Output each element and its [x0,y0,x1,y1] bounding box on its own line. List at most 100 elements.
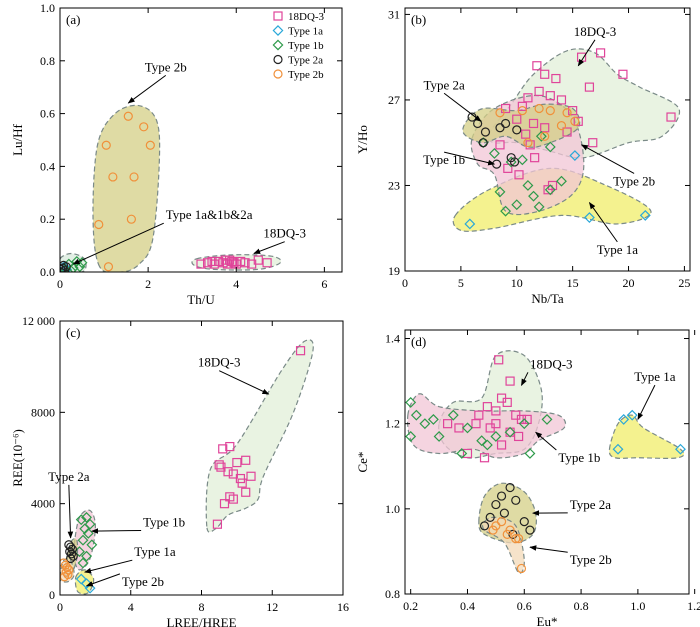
data-point [485,512,495,522]
data-point [491,419,501,429]
legend: 18DQ-3 Type 1a Type 1b Type 2a Type 2b [272,11,325,81]
data-point [295,346,306,356]
data-point [196,259,206,269]
data-point [612,443,624,455]
annotation-arrow [535,431,557,451]
legend-marker [272,39,284,51]
y-tick-label: 4000 [31,497,55,511]
data-points [60,111,272,272]
panel-label: (d) [411,334,426,349]
data-point [523,93,533,103]
data-point [528,190,539,202]
annotation-arrow [580,144,635,174]
data-point [517,106,527,116]
data-point [544,184,556,196]
annotation-label: Type 2b [570,552,612,567]
annotation-label: Type 1a [597,242,639,257]
data-point [462,422,473,434]
data-point [129,172,139,182]
y-axis-label: REE(10⁻⁶) [10,429,25,487]
field-regions [60,339,314,595]
data-point [541,413,553,425]
data-point [66,553,76,564]
data-point [456,448,468,459]
field-regions [406,350,685,574]
data-point [494,355,504,365]
data-point [212,519,223,529]
data-point [77,557,89,569]
data-point [496,440,507,450]
data-point [479,521,490,531]
x-axis-label: Th/U [187,292,215,307]
field-region [92,104,161,272]
data-point [66,549,77,559]
x-tick-label: 25 [678,276,690,290]
data-point [544,141,556,153]
data-point [81,550,92,562]
data-point [241,487,251,497]
annotation-arrow [127,74,167,104]
annotation-arrow [218,370,270,395]
annotation-label: Type 2b [122,574,164,589]
data-point [478,138,488,148]
data-point [123,111,133,121]
annotation-label: Type 2b [613,173,655,188]
annotation-label: Type 2b [145,59,187,74]
field-region [205,339,314,533]
data-point [511,495,521,505]
annotation-arrow [85,573,121,587]
plot-frame [404,329,690,595]
annotation-label: 18DQ-3 [574,24,617,39]
legend-marker [273,11,283,21]
data-point [511,199,523,211]
y-tick-label: 23 [388,178,400,192]
annotation-arrow [72,222,164,265]
annotation-label: Type 1b [423,152,465,167]
x-tick-label: 0.4 [460,599,475,613]
x-tick-label: 0.8 [574,599,589,613]
data-point [145,140,155,150]
data-point [516,563,527,574]
data-point [532,61,542,71]
legend-marker [273,54,283,65]
legend-entry: Type 2b [288,69,324,81]
data-point [525,140,535,150]
data-point [675,443,686,455]
data-point [481,439,493,451]
data-point [237,478,247,488]
data-point [535,130,547,142]
data-point [241,455,251,465]
x-tick-label: 5 [458,276,464,290]
data-point [583,212,595,223]
data-point [505,376,515,386]
data-point [666,112,676,122]
annotation-label: Type 2a [570,497,612,512]
data-point [488,525,498,535]
data-point [500,205,512,217]
plot-frame [404,7,691,272]
annotation-arrow [67,484,74,539]
data-point [405,396,417,408]
data-point [513,534,524,544]
data-point [534,103,544,114]
data-point [528,118,539,129]
data-point [228,494,238,504]
data-point [500,118,511,129]
annotation-label: Type 2a [423,77,465,92]
annotation-label: Type 1b [558,450,600,465]
x-tick-label: 2 [145,277,151,291]
data-points [405,355,686,574]
y-tick-label: 12 000 [22,314,55,328]
data-point [495,140,505,150]
data-point [516,154,528,166]
x-axis-label: LREE/HREE [166,615,236,627]
annotation-label: Type 2a [48,469,90,484]
data-point [562,127,572,137]
y-tick-label: 0.0 [40,265,55,279]
data-point [509,157,520,167]
data-point [225,441,235,452]
data-point [101,140,111,150]
annotation-arrow [444,151,496,166]
data-point [491,406,501,416]
legend-entry: Type 1a [288,26,323,38]
